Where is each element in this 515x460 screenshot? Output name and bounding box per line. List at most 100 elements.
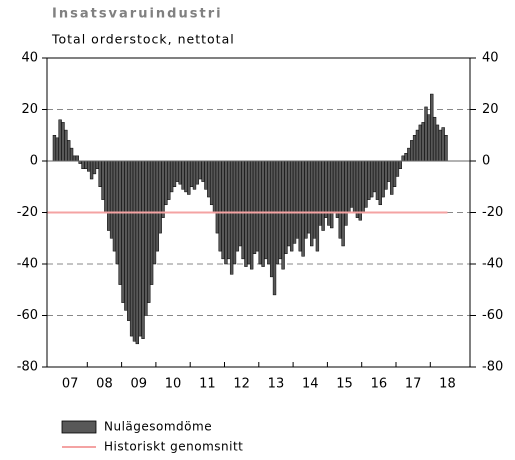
- y2-tick-label: 0: [482, 154, 490, 169]
- bar: [412, 135, 417, 162]
- bar: [341, 160, 345, 247]
- bar: [69, 147, 74, 162]
- bar: [141, 160, 145, 339]
- bar: [98, 160, 102, 187]
- bar: [207, 160, 211, 198]
- bar: [284, 160, 288, 254]
- bar: [407, 147, 411, 162]
- bar: [55, 137, 59, 162]
- bar: [364, 160, 368, 208]
- bar: [87, 160, 91, 172]
- bar: [330, 160, 334, 229]
- y2-tick-label: -60: [482, 308, 503, 323]
- bar: [332, 160, 337, 213]
- bar: [375, 160, 380, 200]
- y2-tick-label: -20: [482, 205, 503, 220]
- y2-tick-label: -80: [482, 360, 503, 375]
- x-tick-label: 13: [268, 377, 285, 392]
- bar: [390, 160, 394, 195]
- bar: [227, 160, 231, 260]
- bar: [310, 160, 314, 247]
- bar: [118, 160, 122, 285]
- bar: [435, 124, 440, 162]
- bar: [272, 160, 277, 296]
- bar: [289, 160, 294, 252]
- bar: [129, 160, 134, 337]
- x-tick-label: 16: [371, 377, 388, 392]
- bar: [381, 160, 385, 198]
- bar: [64, 129, 68, 162]
- bar: [269, 160, 274, 278]
- bar: [52, 135, 57, 162]
- bar: [84, 160, 88, 169]
- bar: [432, 116, 437, 162]
- bar: [155, 160, 160, 252]
- bar: [252, 160, 257, 254]
- bar: [430, 93, 434, 162]
- bar: [89, 160, 94, 180]
- x-tick-label: 14: [302, 377, 319, 392]
- bar: [298, 160, 302, 252]
- bar: [264, 160, 268, 260]
- bar: [398, 160, 402, 169]
- bar: [347, 160, 351, 213]
- bar: [109, 160, 114, 239]
- bar: [301, 160, 305, 257]
- bar: [184, 160, 188, 193]
- bar: [241, 160, 245, 260]
- bar: [144, 160, 148, 316]
- bar: [295, 160, 300, 239]
- bar: [350, 160, 354, 208]
- bar: [327, 160, 331, 226]
- bar: [244, 160, 248, 267]
- bar: [61, 122, 65, 162]
- bar: [304, 160, 308, 239]
- chart-subtitle: Total orderstock, nettotal: [51, 32, 235, 47]
- bar: [338, 160, 342, 239]
- bar: [95, 160, 99, 169]
- bar: [195, 160, 200, 185]
- bar: [198, 160, 202, 180]
- bar: [238, 160, 242, 247]
- bar: [175, 160, 180, 182]
- bar: [218, 160, 222, 252]
- bar: [335, 160, 340, 218]
- bar: [361, 160, 365, 213]
- bar: [132, 160, 137, 342]
- bar: [178, 160, 182, 185]
- bar: [424, 106, 428, 162]
- y2-tick-label: 40: [482, 51, 499, 66]
- bar: [204, 160, 208, 190]
- chart-title: Insatsvaruindustri: [52, 7, 223, 22]
- bar: [209, 160, 214, 206]
- y-tick-label: -20: [17, 205, 38, 220]
- bar: [441, 127, 445, 162]
- bar: [127, 160, 131, 321]
- bar: [438, 129, 442, 162]
- bar: [107, 160, 111, 231]
- bar: [81, 160, 85, 169]
- bar: [72, 155, 77, 162]
- bar: [189, 160, 194, 187]
- bar: [221, 160, 225, 260]
- y-tick-label: -80: [17, 360, 38, 375]
- bar: [421, 122, 425, 162]
- x-tick-label: 15: [336, 377, 353, 392]
- bar: [355, 160, 360, 218]
- legend-swatch: [61, 420, 97, 434]
- bar: [101, 160, 105, 200]
- bar: [392, 160, 397, 187]
- bar: [112, 160, 117, 252]
- bar: [410, 140, 414, 162]
- x-tick-label: 10: [165, 377, 182, 392]
- bar: [324, 160, 328, 218]
- bar: [372, 160, 377, 193]
- bar: [281, 160, 285, 270]
- x-tick-label: 17: [405, 377, 422, 392]
- bar: [192, 160, 197, 190]
- bar: [92, 160, 97, 175]
- bar: [201, 160, 205, 182]
- bar: [418, 124, 422, 162]
- legend-label: Historiskt genomsnitt: [104, 440, 243, 454]
